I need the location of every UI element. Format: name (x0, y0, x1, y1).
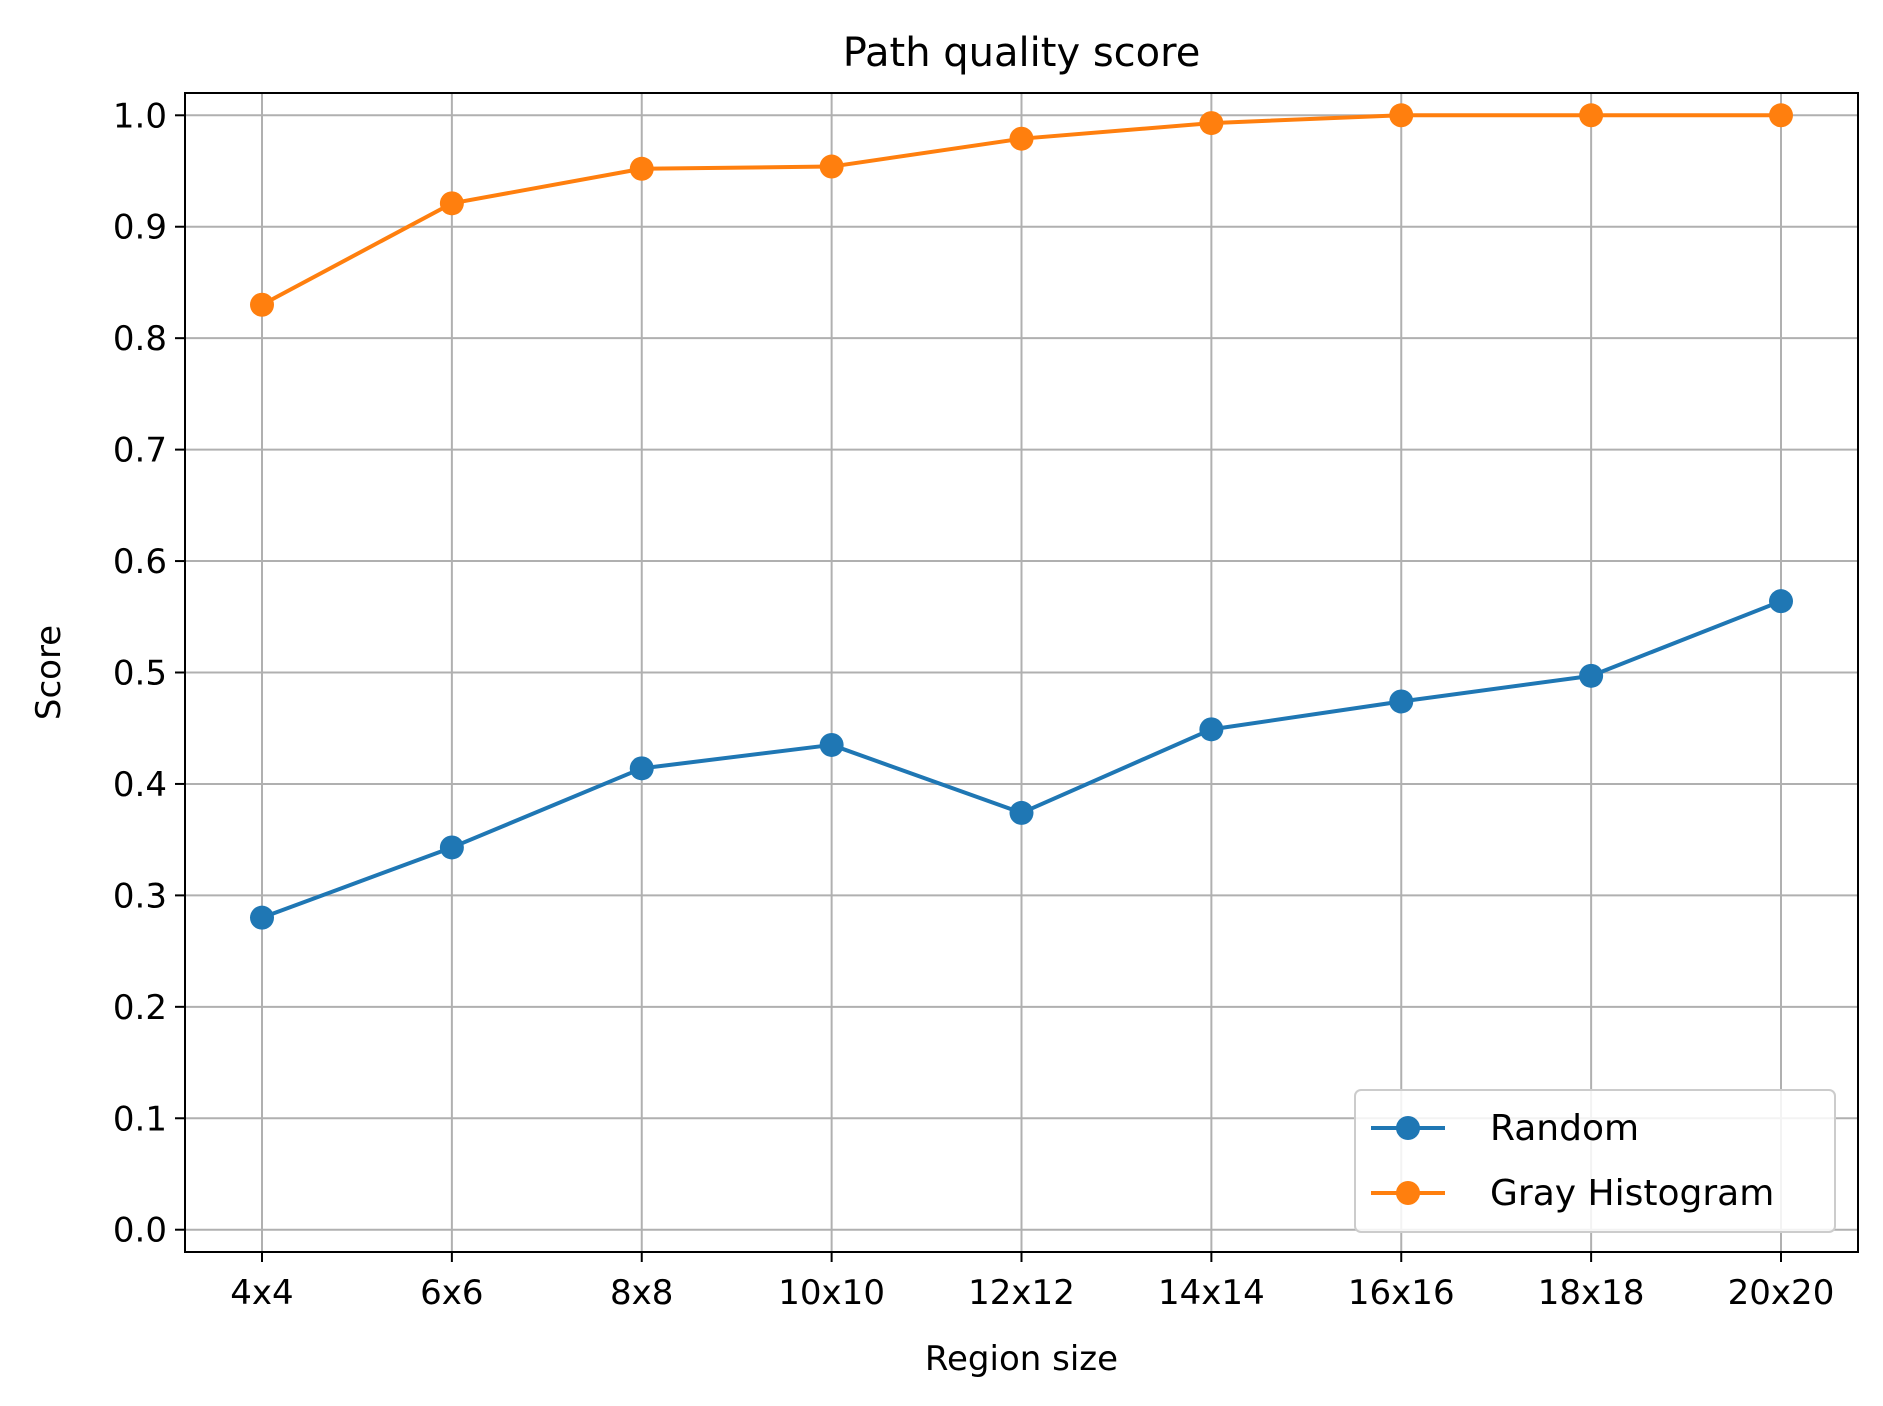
series-random (250, 589, 1793, 930)
legend-label: Gray Histogram (1490, 1173, 1774, 1214)
x-tick-label: 4x4 (230, 1273, 293, 1313)
y-tick-label: 0.4 (113, 765, 167, 805)
x-tick-label: 8x8 (610, 1273, 673, 1313)
y-tick-label: 0.8 (113, 319, 167, 359)
x-axis-label: Region size (925, 1339, 1118, 1379)
y-tick-label: 0.2 (113, 988, 167, 1028)
y-tick-label: 0.0 (113, 1211, 167, 1251)
series-layer (250, 103, 1793, 930)
data-point (1389, 689, 1414, 714)
y-tick-label: 1.0 (113, 96, 167, 136)
series-gray-histogram (250, 103, 1793, 317)
data-point (1199, 111, 1224, 136)
axis-ticks: 4x4 6x6 8x8 10x10 12x12 14x14 16x16 18x18 20x20 0… (113, 96, 1834, 1313)
data-point (250, 905, 274, 930)
y-tick-label: 0.7 (113, 431, 167, 471)
legend-label: Random (1490, 1108, 1639, 1149)
y-tick-label: 0.9 (113, 208, 167, 248)
legend-box (1354, 1089, 1836, 1233)
x-tick-label: 14x14 (1158, 1273, 1265, 1313)
x-tick-label: 20x20 (1728, 1273, 1835, 1313)
x-tick-label: 6x6 (420, 1273, 483, 1313)
data-point (1579, 103, 1604, 128)
y-tick-label: 0.1 (113, 1099, 167, 1139)
data-point (819, 732, 844, 757)
plot-frame (184, 92, 1859, 1253)
y-tick-label: 0.5 (113, 654, 167, 694)
data-point (439, 835, 464, 860)
data-point (819, 154, 844, 179)
legend-marker (1396, 1181, 1420, 1205)
x-tick-label: 12x12 (968, 1273, 1075, 1313)
data-point (629, 156, 654, 181)
data-point (1009, 800, 1034, 825)
x-tick-label: 10x10 (778, 1273, 885, 1313)
data-point (1579, 663, 1604, 688)
y-tick-label: 0.6 (113, 542, 167, 582)
y-axis-label: Score (29, 625, 69, 720)
data-point (1009, 126, 1034, 151)
x-tick-label: 18x18 (1538, 1273, 1645, 1313)
x-tick-label: 16x16 (1348, 1273, 1455, 1313)
data-point (1199, 717, 1224, 742)
data-point (250, 292, 274, 317)
data-point (1769, 589, 1793, 614)
data-point (1389, 103, 1414, 128)
legend-marker (1396, 1116, 1420, 1140)
data-point (1769, 103, 1793, 128)
data-point (439, 191, 464, 216)
legend: Random Gray Histogram (1354, 1089, 1836, 1233)
y-tick-label: 0.3 (113, 876, 167, 916)
chart-title: Path quality score (843, 30, 1201, 76)
data-point (629, 756, 654, 781)
